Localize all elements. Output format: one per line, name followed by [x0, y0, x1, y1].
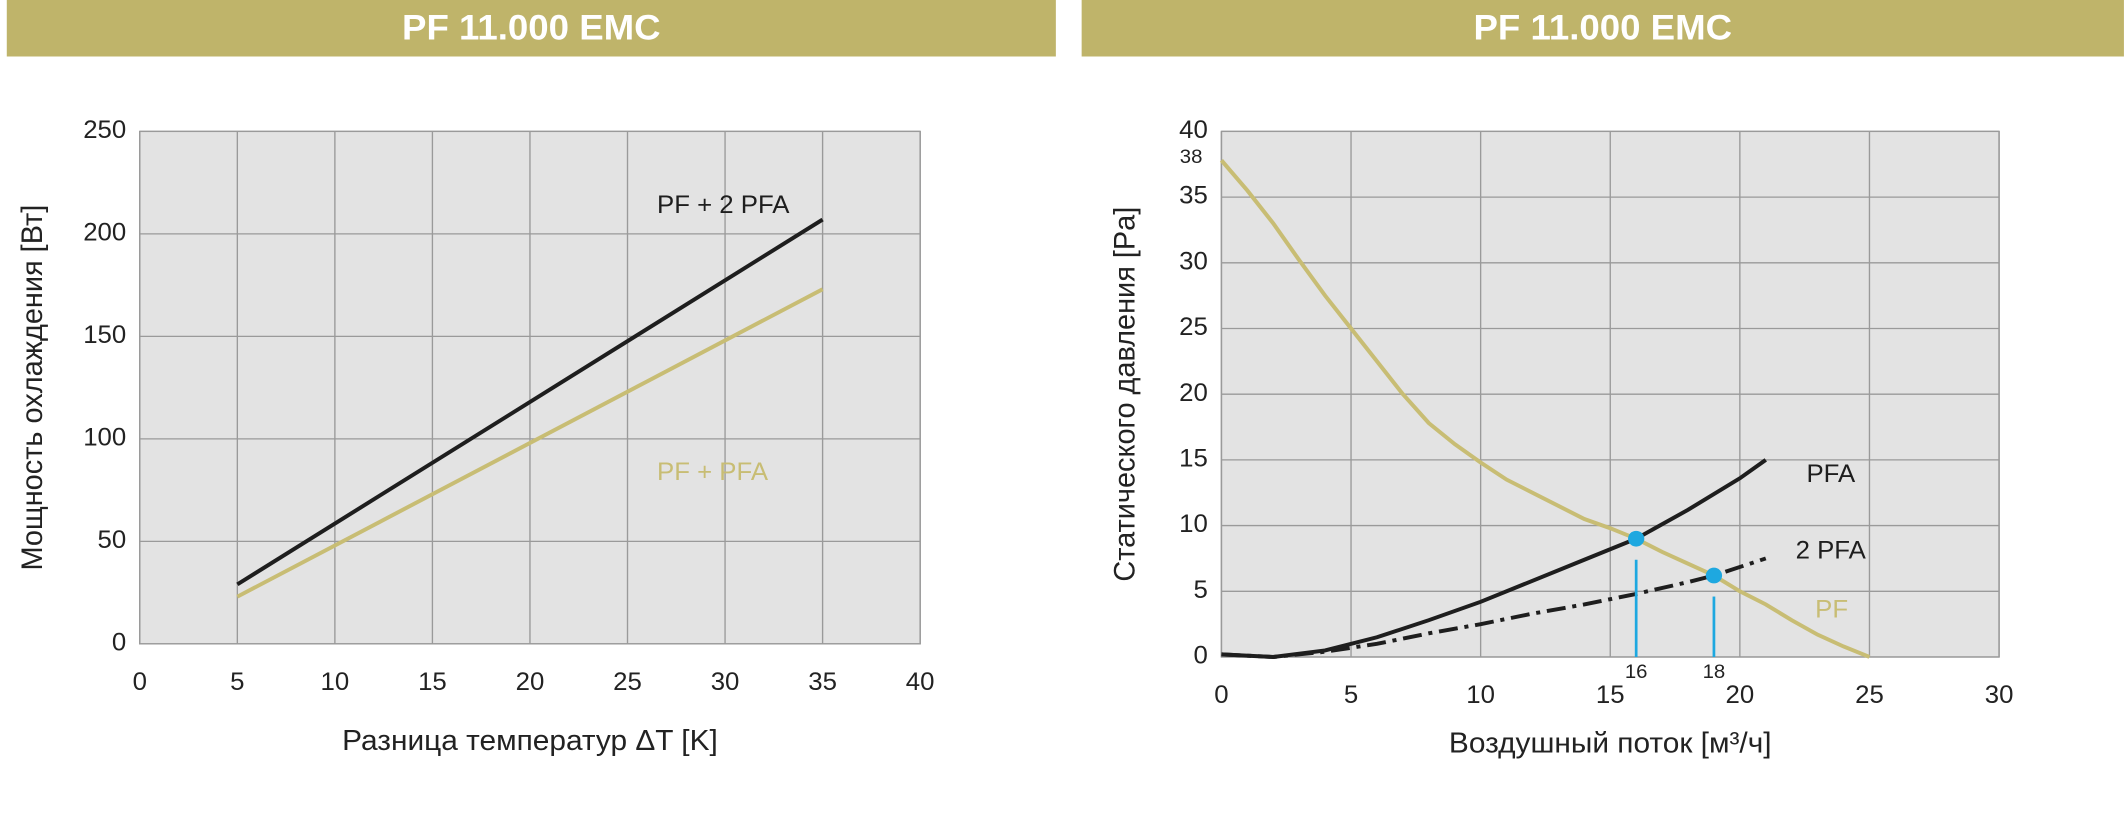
y-tick-label: 0 [112, 629, 126, 657]
y-tick-label: 200 [83, 219, 126, 247]
x-tick-label: 40 [906, 668, 935, 696]
x-tick-label: 30 [1985, 681, 2014, 709]
y-tick-label: 35 [1179, 182, 1208, 210]
y-axis-label: Мощность охлаждения [Вт] [15, 205, 49, 571]
x-tick-label: 35 [808, 668, 837, 696]
title-bar [1081, 0, 2124, 57]
y-tick-label: 20 [1179, 379, 1208, 407]
x-tick-label: 25 [1855, 681, 1884, 709]
series-line [1219, 159, 1871, 659]
x-tick-label: 0 [133, 668, 147, 696]
series-label: PF + 2 PFA [657, 191, 790, 219]
x-tick-label: 5 [230, 668, 244, 696]
y-tick-label: 100 [83, 424, 126, 452]
x-tick-label: 25 [613, 668, 642, 696]
y-tick-label: 15 [1179, 445, 1208, 473]
x-tick-label: 20 [516, 668, 545, 696]
operating-point [1705, 567, 1723, 584]
title-bar [6, 0, 1056, 57]
x-tick-label: 15 [418, 668, 447, 696]
series-line [236, 217, 824, 587]
y-tick-label: 30 [1179, 248, 1208, 276]
operating-point-label: 18 [1703, 661, 1726, 683]
y-tick-label: 25 [1179, 313, 1208, 341]
y-tick-label: 150 [83, 321, 126, 349]
x-axis-label: Разница температур ΔT [K] [342, 724, 718, 756]
y-tick-label: 10 [1179, 511, 1208, 539]
x-tick-label: 20 [1726, 681, 1755, 709]
series-label: PF + PFA [657, 458, 768, 486]
y-tick-label: 5 [1194, 576, 1208, 604]
operating-point-label: 16 [1625, 661, 1648, 683]
chart-title: PF 11.000 EMC [1474, 7, 1733, 47]
series-line [236, 287, 824, 599]
y-tick-label: 250 [83, 116, 126, 144]
x-tick-label: 10 [1466, 681, 1495, 709]
y-tick-label: 40 [1179, 116, 1208, 144]
series-line [1221, 556, 1767, 659]
series-label: 2 PFA [1796, 537, 1866, 565]
y-axis-label: Статического давления [Pa] [1108, 207, 1142, 582]
y-minor-tick-label: 38 [1180, 146, 1203, 168]
x-tick-label: 10 [321, 668, 350, 696]
chart-title: PF 11.000 EMC [402, 7, 661, 47]
x-tick-label: 15 [1596, 681, 1625, 709]
series-line [1221, 458, 1767, 659]
x-tick-label: 5 [1344, 681, 1358, 709]
series-label: PF [1815, 596, 1848, 624]
operating-point [1628, 530, 1645, 547]
x-axis-label: Воздушный поток [м³/ч] [1449, 727, 1772, 759]
series-label: PFA [1806, 461, 1855, 489]
y-tick-label: 0 [1194, 642, 1208, 670]
y-tick-label: 50 [98, 526, 127, 554]
x-tick-label: 0 [1214, 681, 1228, 709]
x-tick-label: 30 [711, 668, 740, 696]
